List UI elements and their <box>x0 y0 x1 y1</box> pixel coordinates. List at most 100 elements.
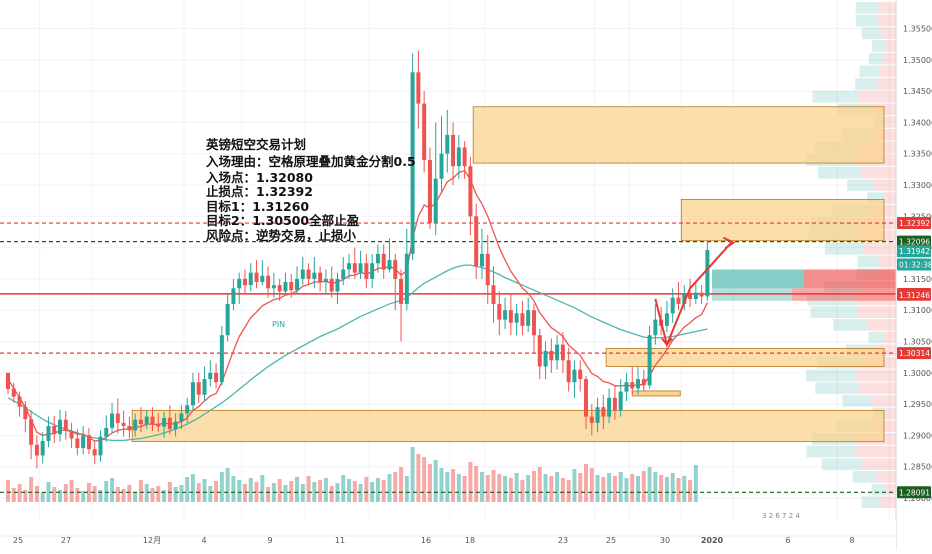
profile-row-down <box>883 192 896 204</box>
candle-body <box>566 360 571 383</box>
candle-body <box>266 275 271 289</box>
time-axis-layer: 25 27 12月 4 9 11 16 18 23 25 30 2020 6 8 <box>0 520 896 550</box>
volume-bar <box>46 482 51 502</box>
profile-row-down <box>878 255 896 268</box>
candle-body <box>427 159 432 223</box>
candle-body <box>341 269 346 279</box>
candle-body <box>387 260 392 270</box>
volume-bar <box>86 483 91 502</box>
profile-row-up <box>810 306 858 318</box>
profile-row-down <box>880 496 896 509</box>
profile-row-down <box>871 395 896 407</box>
profile-row-down <box>877 14 896 27</box>
price-tick-label: 1.35000 <box>903 56 932 65</box>
candle-body <box>462 147 467 167</box>
price-axis-bg <box>896 0 932 550</box>
profile-row-up <box>861 496 881 509</box>
volume-bar <box>115 487 120 502</box>
price-tick-label: 1.35500 <box>903 25 932 34</box>
volume-bar <box>179 485 184 502</box>
candle-body <box>404 253 409 304</box>
ema-line <box>7 169 708 442</box>
time-tick-label: 2020 <box>701 536 724 545</box>
volume-bar <box>364 477 369 502</box>
candle-body <box>468 166 473 217</box>
volume-bar <box>341 475 346 502</box>
volume-bar <box>121 489 126 502</box>
volume-bar <box>318 480 323 502</box>
volume-bar <box>688 480 693 502</box>
candle-body <box>595 407 600 423</box>
candle-body <box>474 216 479 267</box>
volume-bar <box>40 492 45 502</box>
volume-bar <box>306 476 311 502</box>
candle-body <box>399 278 404 304</box>
volume-bar <box>254 482 259 502</box>
candle-body <box>179 413 184 422</box>
volume-bar <box>607 473 612 502</box>
volume-bar <box>427 464 432 502</box>
candle-body <box>514 313 519 323</box>
candles-layer <box>6 50 710 469</box>
volume-bar <box>352 481 357 502</box>
zone-rect <box>472 106 885 164</box>
volume-bar <box>375 478 380 502</box>
profile-row-down <box>862 458 896 471</box>
candle-body <box>607 397 612 417</box>
volume-bar <box>289 481 294 502</box>
volume-bar <box>98 490 103 502</box>
volume-bar <box>312 482 317 502</box>
volume-bar <box>549 476 554 502</box>
price-badge-label: 1.31246 <box>899 291 930 300</box>
volume-bar <box>104 481 109 502</box>
candle-body <box>34 444 39 456</box>
profile-row-up <box>861 27 881 40</box>
volume-bar <box>503 476 508 502</box>
volume-bar <box>410 447 415 502</box>
profile-row-down <box>860 166 896 179</box>
candle-body <box>150 416 155 424</box>
volume-bar <box>138 480 143 502</box>
volume-bar <box>29 477 34 502</box>
candle-body <box>202 379 207 395</box>
price-tick-label: 1.29000 <box>903 431 932 440</box>
candle-body <box>705 250 710 297</box>
profile-row-up <box>833 318 868 331</box>
candle-body <box>381 253 386 270</box>
event-badges[interactable]: 3 2 6 7 2 4 <box>762 512 800 520</box>
annotation-line-6: 目标2：1.30500全部止盈 <box>206 213 360 228</box>
annotation-line-4: 止损点：1.32392 <box>206 184 313 199</box>
sma-line <box>7 264 708 442</box>
volume-bar <box>323 478 328 502</box>
volume-bar <box>497 474 502 502</box>
time-tick-label: 23 <box>558 536 568 545</box>
candle-body <box>92 449 97 456</box>
candle-body <box>254 272 259 283</box>
candle-body <box>144 416 149 425</box>
volume-bar <box>537 467 542 502</box>
volume-bar <box>659 475 664 502</box>
candle-body <box>445 134 450 154</box>
profile-row-down <box>855 369 896 382</box>
profile-row-down <box>858 90 896 103</box>
horizontal-lines-layer <box>0 222 896 493</box>
price-axis-layer: 1.35500 1.35000 1.34500 1.34000 1.33500 1.330… <box>895 0 932 550</box>
candle-body <box>664 313 669 326</box>
candle-body <box>451 134 456 167</box>
profile-row-up <box>818 166 861 179</box>
annotation-line-7: 风险点：逆势交易，止损小 <box>206 228 357 243</box>
volume-bar <box>329 486 334 502</box>
volume-bar <box>214 481 219 502</box>
volume-bar <box>300 484 305 502</box>
candle-body <box>416 72 421 104</box>
volume-bar <box>531 471 536 502</box>
volume-bar <box>664 477 669 502</box>
volume-bar <box>162 490 167 502</box>
zones-layer <box>131 106 885 443</box>
price-badge <box>897 235 931 248</box>
profile-row-up <box>867 192 884 204</box>
volume-bar <box>277 479 282 502</box>
volume-bar <box>491 470 496 502</box>
